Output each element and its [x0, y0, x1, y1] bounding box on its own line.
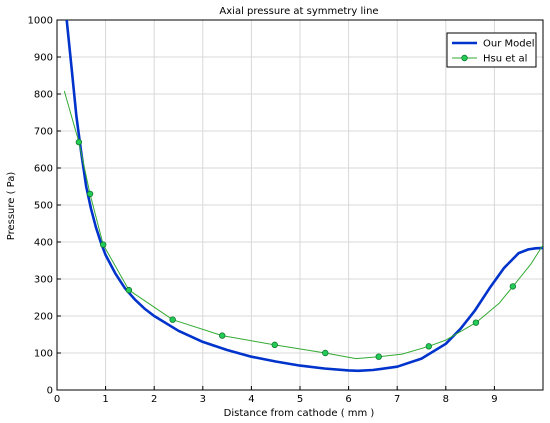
data-point [509, 283, 517, 290]
data-point [125, 286, 133, 294]
ticks: 0 1 2 3 4 5 6 7 8 9 0 100 200 300 400 500 600 700 800 900 10… [28, 16, 498, 406]
series-line-0 [65, 20, 543, 373]
x-tick-label: 6 [345, 394, 351, 405]
data-point [472, 319, 480, 326]
y-tick-label: 500 [34, 201, 53, 212]
data-point [75, 138, 83, 146]
legend-marker [461, 54, 468, 62]
x-axis-title: Distance from cathode ( mm ) [224, 408, 375, 419]
legend-label: Our Model [483, 39, 535, 50]
x-tick-label: 3 [200, 394, 206, 405]
x-tick-label: 5 [297, 394, 303, 405]
y-tick-label: 700 [34, 127, 53, 138]
y-tick-label: 300 [34, 275, 53, 286]
y-tick-label: 1000 [28, 16, 53, 27]
y-tick-label: 400 [34, 238, 53, 249]
data-point [219, 332, 226, 339]
data-point [271, 341, 278, 349]
y-tick-label: 0 [47, 386, 53, 397]
legend-box [446, 32, 537, 68]
y-tick-label: 900 [34, 53, 53, 64]
y-tick-label: 100 [34, 349, 53, 360]
series-layer [63, 20, 543, 373]
y-tick-label: 800 [34, 90, 53, 101]
data-point [322, 349, 329, 357]
data-point [86, 190, 94, 198]
x-tick-label: 2 [151, 394, 157, 405]
y-tick-label: 600 [34, 164, 53, 175]
x-tick-label: 0 [54, 394, 60, 405]
y-axis-title: Pressure ( Pa) [6, 172, 17, 241]
chart-title: Axial pressure at symmetry line [219, 6, 378, 17]
x-tick-label: 9 [491, 394, 497, 405]
data-point [425, 343, 432, 350]
data-point [99, 241, 107, 248]
legend: Our Model Hsu et al [446, 32, 537, 68]
data-point [375, 353, 382, 360]
x-tick-label: 8 [443, 394, 449, 405]
legend-label: Hsu et al [483, 54, 527, 65]
x-tick-label: 1 [102, 394, 108, 405]
grid [56, 19, 543, 391]
x-tick-label: 7 [394, 394, 400, 405]
x-tick-label: 4 [248, 394, 254, 405]
data-point [169, 316, 176, 323]
y-tick-label: 200 [34, 312, 53, 323]
